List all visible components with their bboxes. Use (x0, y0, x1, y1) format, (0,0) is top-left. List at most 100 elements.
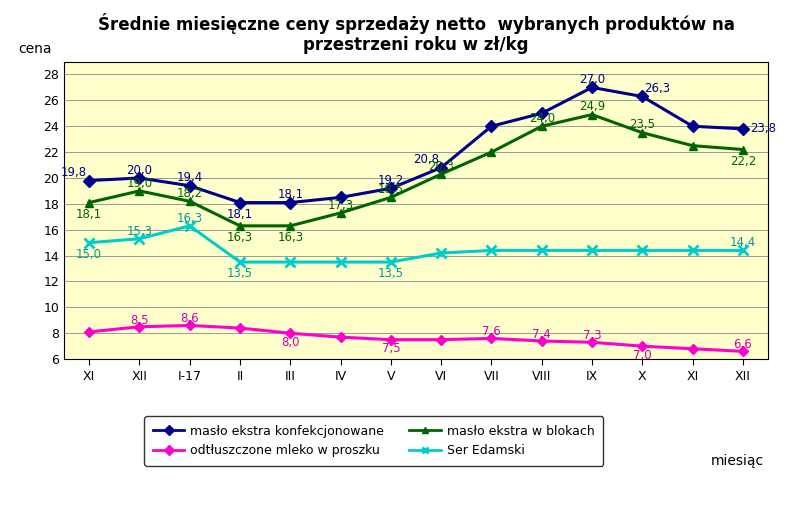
Text: 13,5: 13,5 (378, 267, 404, 280)
Ser Edamski (537, 247, 546, 253)
Text: 18,2: 18,2 (177, 187, 202, 200)
Ser Edamski (386, 259, 396, 265)
masło ekstra w blokach (336, 210, 346, 216)
Text: 18,1: 18,1 (76, 208, 102, 221)
Line: Ser Edamski: Ser Edamski (84, 221, 748, 267)
Ser Edamski (638, 247, 647, 253)
masło ekstra konfekcjonowane (134, 175, 144, 181)
masło ekstra w blokach (587, 111, 597, 117)
Text: 18,1: 18,1 (227, 208, 253, 221)
Text: 26,3: 26,3 (644, 82, 670, 95)
odtłuszczone mleko w proszku (84, 329, 94, 335)
Ser Edamski (738, 247, 748, 253)
Ser Edamski (587, 247, 597, 253)
odtłuszczone mleko w proszku (386, 337, 396, 343)
odtłuszczone mleko w proszku (537, 338, 546, 344)
odtłuszczone mleko w proszku (688, 346, 698, 352)
Ser Edamski (235, 259, 245, 265)
odtłuszczone mleko w proszku (185, 322, 194, 328)
masło ekstra w blokach (286, 223, 295, 229)
Text: 18,1: 18,1 (278, 188, 303, 201)
masło ekstra w blokach (738, 146, 748, 152)
odtłuszczone mleko w proszku (235, 325, 245, 331)
Text: 16,3: 16,3 (177, 211, 202, 225)
Ser Edamski (134, 235, 144, 242)
Text: 20,0: 20,0 (126, 164, 153, 176)
Text: 19,4: 19,4 (177, 171, 203, 185)
Ser Edamski (688, 247, 698, 253)
Text: 7,3: 7,3 (582, 329, 602, 342)
masło ekstra konfekcjonowane (235, 200, 245, 206)
Ser Edamski (336, 259, 346, 265)
Text: 8,0: 8,0 (281, 336, 299, 349)
Text: 13,5: 13,5 (227, 267, 253, 280)
Text: 19,0: 19,0 (126, 176, 153, 190)
masło ekstra konfekcjonowane (286, 200, 295, 206)
Text: 17,3: 17,3 (327, 199, 354, 212)
Ser Edamski (486, 247, 496, 253)
Line: masło ekstra konfekcjonowane: masło ekstra konfekcjonowane (85, 83, 747, 207)
masło ekstra w blokach (638, 130, 647, 136)
masło ekstra konfekcjonowane (336, 194, 346, 201)
Text: 14,4: 14,4 (730, 236, 756, 249)
Text: 23,8: 23,8 (750, 122, 776, 135)
Legend: masło ekstra konfekcjonowane, odtłuszczone mleko w proszku, masło ekstra w bloka: masło ekstra konfekcjonowane, odtłuszczo… (144, 416, 603, 466)
masło ekstra w blokach (84, 200, 94, 206)
Text: 15,3: 15,3 (126, 225, 153, 238)
Text: 15,0: 15,0 (76, 248, 102, 261)
masło ekstra w blokach (185, 198, 194, 204)
Text: 18,5: 18,5 (378, 183, 404, 196)
odtłuszczone mleko w proszku (638, 343, 647, 349)
odtłuszczone mleko w proszku (134, 324, 144, 330)
masło ekstra konfekcjonowane (738, 126, 748, 132)
masło ekstra konfekcjonowane (688, 123, 698, 129)
masło ekstra w blokach (235, 223, 245, 229)
Text: 7,0: 7,0 (633, 349, 651, 362)
Text: miesiąc: miesiąc (711, 454, 764, 468)
Ser Edamski (286, 259, 295, 265)
Text: 20,8: 20,8 (413, 153, 439, 166)
Text: cena: cena (18, 42, 52, 55)
masło ekstra w blokach (688, 143, 698, 149)
Text: 22,2: 22,2 (730, 155, 756, 168)
Text: 19,2: 19,2 (378, 174, 404, 187)
masło ekstra konfekcjonowane (486, 123, 496, 129)
Text: 7,6: 7,6 (482, 325, 501, 339)
masło ekstra konfekcjonowane (386, 185, 396, 191)
masło ekstra konfekcjonowane (436, 165, 446, 171)
odtłuszczone mleko w proszku (738, 348, 748, 354)
masło ekstra konfekcjonowane (185, 183, 194, 189)
Text: 27,0: 27,0 (579, 73, 605, 86)
Text: 19,8: 19,8 (61, 166, 87, 180)
Title: Średnie miesięczne ceny sprzedaży netto  wybranych produktów na
przestrzeni roku: Średnie miesięczne ceny sprzedaży netto … (98, 13, 734, 54)
Ser Edamski (185, 223, 194, 229)
Text: 16,3: 16,3 (227, 231, 253, 244)
Text: 24,9: 24,9 (579, 101, 605, 113)
masło ekstra konfekcjonowane (638, 93, 647, 100)
odtłuszczone mleko w proszku (587, 339, 597, 345)
Text: 7,4: 7,4 (532, 328, 551, 341)
Ser Edamski (84, 240, 94, 246)
odtłuszczone mleko w proszku (486, 336, 496, 342)
Text: 16,3: 16,3 (278, 231, 303, 244)
masło ekstra w blokach (134, 188, 144, 194)
masło ekstra konfekcjonowane (587, 84, 597, 90)
odtłuszczone mleko w proszku (286, 330, 295, 337)
masło ekstra w blokach (486, 149, 496, 155)
masło ekstra konfekcjonowane (84, 177, 94, 184)
Text: 20,3: 20,3 (428, 160, 454, 173)
odtłuszczone mleko w proszku (436, 337, 446, 343)
Text: 24,0: 24,0 (529, 112, 554, 125)
Ser Edamski (436, 250, 446, 256)
masło ekstra w blokach (537, 123, 546, 129)
Text: 7,5: 7,5 (382, 342, 400, 355)
masło ekstra w blokach (386, 194, 396, 201)
Text: 8,5: 8,5 (130, 314, 149, 327)
Text: 23,5: 23,5 (630, 119, 655, 131)
masło ekstra konfekcjonowane (537, 110, 546, 116)
Text: 6,6: 6,6 (734, 339, 752, 351)
Line: masło ekstra w blokach: masło ekstra w blokach (85, 110, 747, 230)
Line: odtłuszczone mleko w proszku: odtłuszczone mleko w proszku (86, 322, 746, 355)
Text: 8,6: 8,6 (181, 312, 199, 325)
masło ekstra w blokach (436, 171, 446, 177)
